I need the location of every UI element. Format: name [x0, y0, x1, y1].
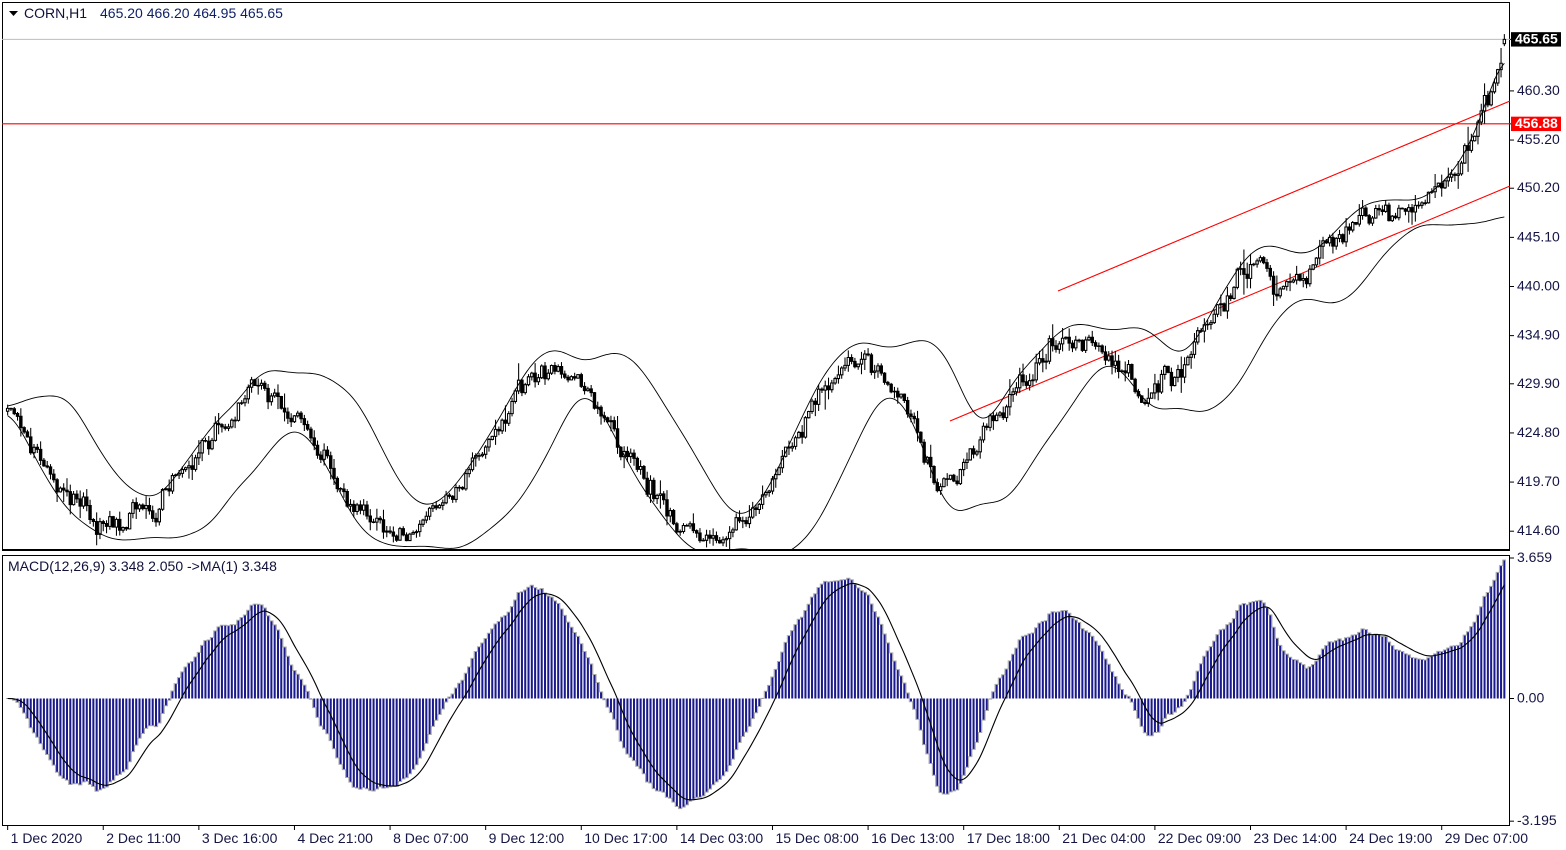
- svg-text:456.88: 456.88: [1515, 115, 1558, 131]
- svg-text:24 Dec 19:00: 24 Dec 19:00: [1349, 830, 1432, 846]
- svg-text:23 Dec 14:00: 23 Dec 14:00: [1254, 830, 1337, 846]
- svg-text:15 Dec 08:00: 15 Dec 08:00: [775, 830, 858, 846]
- svg-text:2 Dec 11:00: 2 Dec 11:00: [106, 830, 181, 846]
- svg-text:-3.195: -3.195: [1517, 812, 1557, 828]
- svg-text:MACD(12,26,9) 3.348 2.050 ->M: MACD(12,26,9) 3.348 2.050 ->MA(1) 3.348: [8, 558, 277, 574]
- svg-text:440.00: 440.00: [1517, 278, 1560, 294]
- svg-text:CORN,H1: CORN,H1: [24, 5, 87, 21]
- svg-text:10 Dec 17:00: 10 Dec 17:00: [584, 830, 667, 846]
- svg-text:460.30: 460.30: [1517, 82, 1560, 98]
- svg-text:3 Dec 16:00: 3 Dec 16:00: [202, 830, 278, 846]
- svg-text:8 Dec 07:00: 8 Dec 07:00: [393, 830, 469, 846]
- svg-text:445.10: 445.10: [1517, 228, 1560, 244]
- svg-text:14 Dec 03:00: 14 Dec 03:00: [680, 830, 763, 846]
- svg-text:9 Dec 12:00: 9 Dec 12:00: [489, 830, 565, 846]
- svg-text:450.20: 450.20: [1517, 179, 1560, 195]
- svg-text:429.90: 429.90: [1517, 375, 1560, 391]
- svg-text:4 Dec 21:00: 4 Dec 21:00: [297, 830, 373, 846]
- svg-text:455.20: 455.20: [1517, 131, 1560, 147]
- svg-text:0.00: 0.00: [1517, 690, 1544, 706]
- svg-text:3.659: 3.659: [1517, 549, 1552, 565]
- svg-text:414.60: 414.60: [1517, 522, 1560, 538]
- svg-text:465.20 466.20 464.95 465.65: 465.20 466.20 464.95 465.65: [100, 5, 283, 21]
- svg-text:419.70: 419.70: [1517, 473, 1560, 489]
- svg-text:1 Dec 2020: 1 Dec 2020: [11, 830, 83, 846]
- svg-text:424.80: 424.80: [1517, 424, 1560, 440]
- svg-text:434.90: 434.90: [1517, 327, 1560, 343]
- svg-text:29 Dec 07:00: 29 Dec 07:00: [1445, 830, 1528, 846]
- svg-text:17 Dec 18:00: 17 Dec 18:00: [967, 830, 1050, 846]
- svg-text:16 Dec 13:00: 16 Dec 13:00: [871, 830, 954, 846]
- svg-text:21 Dec 04:00: 21 Dec 04:00: [1062, 830, 1145, 846]
- svg-text:22 Dec 09:00: 22 Dec 09:00: [1158, 830, 1241, 846]
- svg-text:465.65: 465.65: [1515, 30, 1558, 46]
